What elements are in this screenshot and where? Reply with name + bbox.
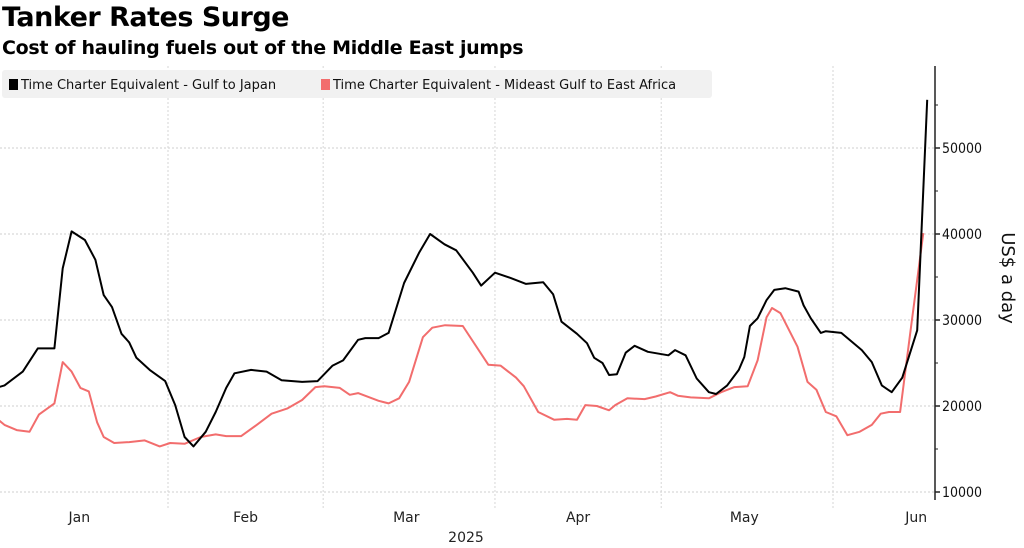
y-axis-label: US$ a day: [997, 232, 1018, 324]
chart-title: Tanker Rates Surge: [2, 2, 289, 33]
x-tick-label: Jan: [68, 510, 91, 526]
x-tick-label: Mar: [393, 510, 420, 526]
legend: Time Charter Equivalent - Gulf to Japan …: [2, 70, 712, 98]
chart-subtitle: Cost of hauling fuels out of the Middle …: [2, 37, 524, 59]
x-axis: Jan Feb Mar Apr May Jun: [68, 510, 928, 526]
legend-background: [2, 70, 712, 98]
legend-swatch-gulf-to-japan: [9, 79, 18, 90]
y-tick-label: 20000: [942, 399, 982, 415]
x-tick-label: May: [730, 510, 759, 526]
y-tick-label: 30000: [942, 313, 982, 329]
x-tick-label: Apr: [566, 510, 590, 526]
x-tick-label: Feb: [233, 510, 258, 526]
legend-label-mideast-gulf-to-east-africa: Time Charter Equivalent - Mideast Gulf t…: [332, 78, 676, 93]
legend-label-gulf-to-japan: Time Charter Equivalent - Gulf to Japan: [20, 78, 276, 93]
y-tick-label: 10000: [942, 485, 982, 501]
grid-lines: [0, 66, 935, 508]
x-axis-label: 2025: [448, 530, 484, 546]
x-tick-label: Jun: [904, 510, 927, 526]
y-tick-label: 50000: [942, 141, 982, 157]
y-tick-label: 40000: [942, 227, 982, 243]
series-line-mideast-gulf-to-east-africa: [0, 232, 925, 448]
series-lines: [0, 99, 929, 448]
series-line-gulf-to-japan: [0, 99, 929, 448]
legend-swatch-mideast-gulf-to-east-africa: [321, 79, 330, 90]
y-axis: 10000 20000 30000 40000 50000: [934, 66, 982, 501]
